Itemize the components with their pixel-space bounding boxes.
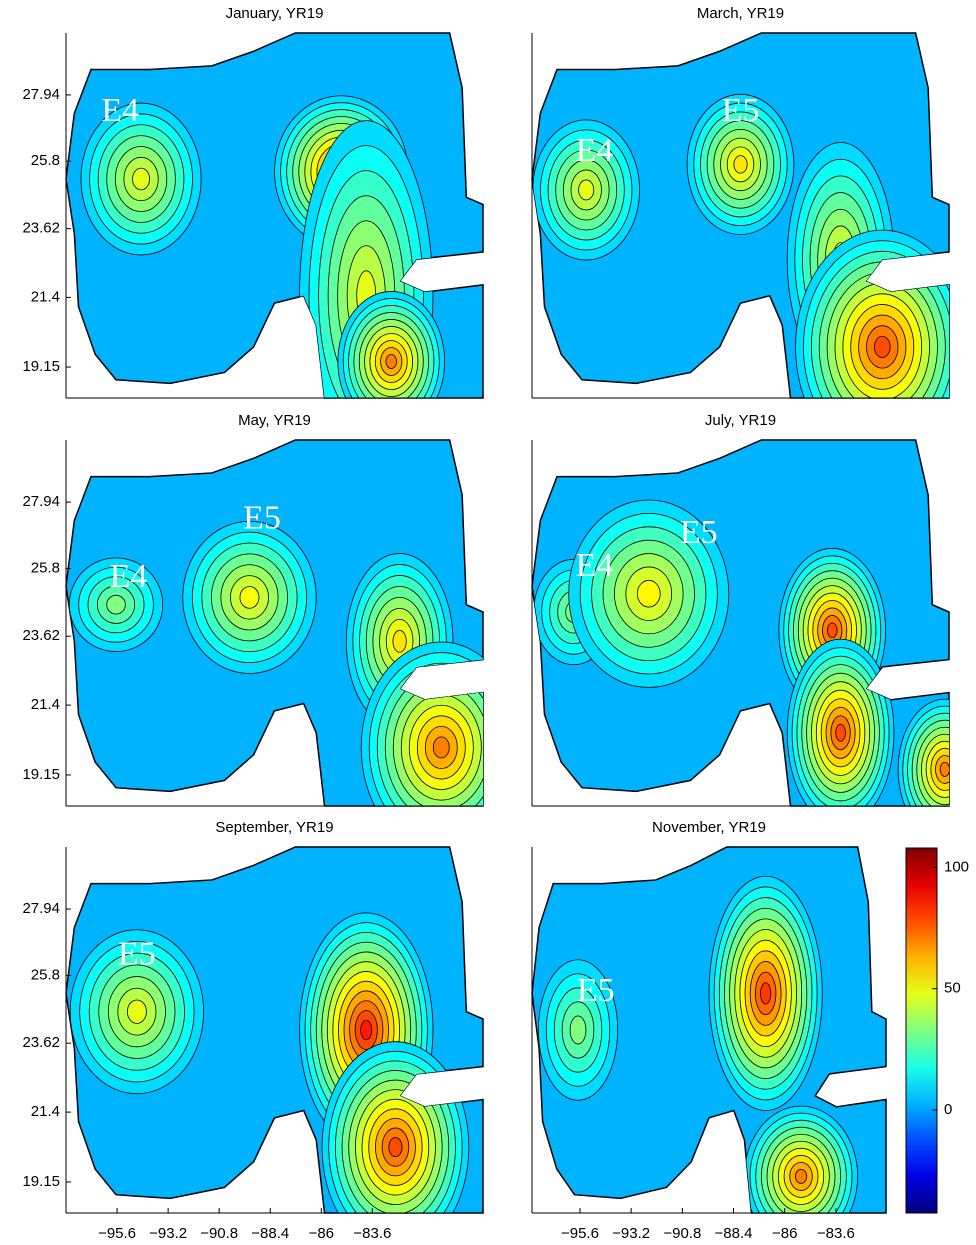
eddy-label: E4 xyxy=(576,132,614,169)
x-tick-label: −93.2 xyxy=(149,1225,187,1242)
contours xyxy=(80,95,446,398)
colorbar-tick-label: 100 xyxy=(944,858,969,875)
panel-title: March, YR19 xyxy=(697,5,784,22)
contours xyxy=(68,520,483,806)
x-tick-label: −86 xyxy=(772,1225,797,1242)
contours xyxy=(537,875,859,1213)
y-tick-label: 25.8 xyxy=(31,966,60,983)
x-tick-label: −88.4 xyxy=(251,1225,289,1242)
eddy-label: E5 xyxy=(680,514,718,551)
contour-band xyxy=(794,1168,808,1184)
x-tick-label: −83.6 xyxy=(353,1225,391,1242)
x-tick-label: −88.4 xyxy=(715,1225,753,1242)
contour-band xyxy=(392,629,407,653)
eddy-label: E4 xyxy=(101,92,139,129)
y-tick-label: 21.4 xyxy=(31,288,60,305)
x-tick-label: −93.2 xyxy=(612,1225,650,1242)
contour-band xyxy=(760,982,772,1005)
x-tick-label: −95.6 xyxy=(98,1225,136,1242)
y-tick-label: 19.15 xyxy=(22,766,60,783)
contour-band xyxy=(873,335,891,358)
contour-band xyxy=(239,586,260,609)
colorbar xyxy=(905,847,938,1214)
contour-band xyxy=(733,155,748,174)
panel-title: July, YR19 xyxy=(705,412,776,429)
panel-title: January, YR19 xyxy=(226,5,324,22)
eddy-label: E5 xyxy=(118,936,156,973)
colorbar-tick-label: 50 xyxy=(944,980,961,997)
y-tick-label: 25.8 xyxy=(31,152,60,169)
panel-title: September, YR19 xyxy=(215,819,333,836)
y-tick-label: 23.62 xyxy=(22,627,60,644)
contour-band xyxy=(132,167,151,191)
y-tick-label: 19.15 xyxy=(22,358,60,375)
contour-band xyxy=(835,723,846,742)
contour-band xyxy=(578,179,595,201)
y-tick-label: 19.15 xyxy=(22,1173,60,1190)
panel-title: May, YR19 xyxy=(238,412,311,429)
x-tick-label: −90.8 xyxy=(200,1225,238,1242)
x-tick-label: −90.8 xyxy=(663,1225,701,1242)
panel-title: November, YR19 xyxy=(652,819,766,836)
y-tick-label: 27.94 xyxy=(22,900,60,917)
eddy-label: E5 xyxy=(722,92,760,129)
colorbar-tick-label: 0 xyxy=(944,1101,952,1118)
x-tick-label: −86 xyxy=(309,1225,334,1242)
y-tick-label: 25.8 xyxy=(31,559,60,576)
eddy-label: E4 xyxy=(576,547,614,584)
contour-band xyxy=(385,354,397,369)
contour-band xyxy=(636,579,661,608)
contour-band xyxy=(939,761,949,777)
contour-band xyxy=(826,622,838,639)
y-tick-label: 23.62 xyxy=(22,1034,60,1051)
x-tick-label: −83.6 xyxy=(817,1225,855,1242)
eddy-label: E5 xyxy=(577,972,615,1009)
contours xyxy=(533,499,949,806)
contour-band xyxy=(360,1019,373,1041)
contour-band xyxy=(106,594,126,615)
x-tick-label: −95.6 xyxy=(561,1225,599,1242)
y-tick-label: 21.4 xyxy=(31,696,60,713)
eddy-label: E4 xyxy=(110,558,148,595)
y-tick-label: 27.94 xyxy=(22,493,60,510)
contour-band xyxy=(432,736,450,759)
y-tick-label: 27.94 xyxy=(22,86,60,103)
contour-band xyxy=(388,1137,403,1158)
contours xyxy=(532,93,949,398)
y-tick-label: 21.4 xyxy=(31,1103,60,1120)
contour-band xyxy=(126,999,147,1024)
contours xyxy=(69,912,470,1213)
contour-band xyxy=(569,1015,587,1045)
y-tick-label: 23.62 xyxy=(22,220,60,237)
eddy-label: E5 xyxy=(243,499,281,536)
